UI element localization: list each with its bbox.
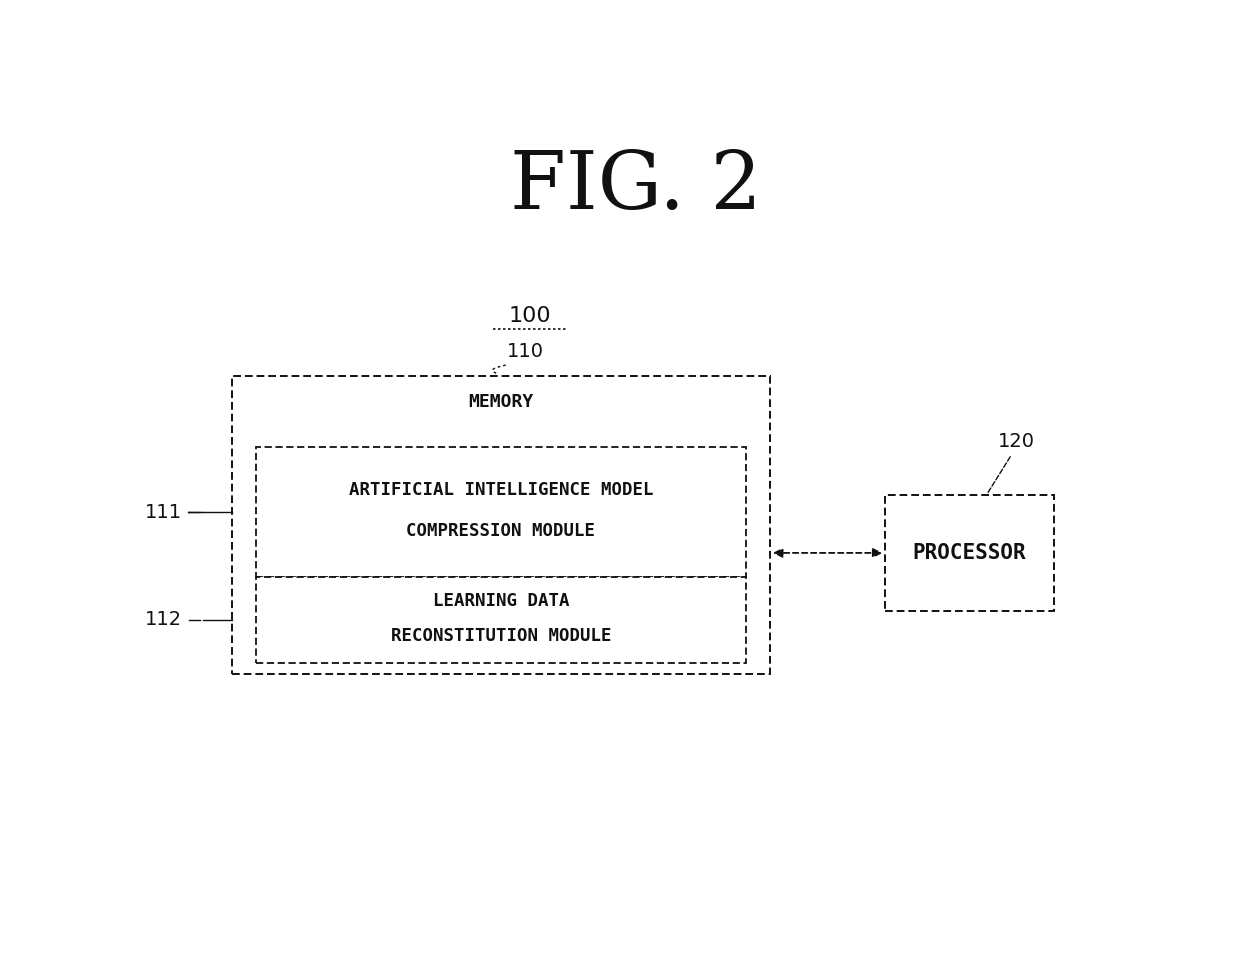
Text: 100: 100 xyxy=(508,305,551,326)
Bar xyxy=(885,496,1054,611)
Bar xyxy=(255,577,746,663)
Bar xyxy=(255,447,746,577)
Text: COMPRESSION MODULE: COMPRESSION MODULE xyxy=(407,522,595,540)
Text: ARTIFICIAL INTELLIGENCE MODEL: ARTIFICIAL INTELLIGENCE MODEL xyxy=(348,481,653,498)
Text: 110: 110 xyxy=(506,342,543,361)
Text: RECONSTITUTION MODULE: RECONSTITUTION MODULE xyxy=(391,627,611,645)
Text: FIG. 2: FIG. 2 xyxy=(510,148,761,226)
Bar xyxy=(232,376,770,674)
Text: LEARNING DATA: LEARNING DATA xyxy=(433,592,569,611)
Text: PROCESSOR: PROCESSOR xyxy=(913,543,1027,563)
Text: 111: 111 xyxy=(145,502,182,522)
Text: 112: 112 xyxy=(145,611,182,630)
Text: MEMORY: MEMORY xyxy=(469,393,533,412)
Text: 120: 120 xyxy=(998,432,1035,450)
